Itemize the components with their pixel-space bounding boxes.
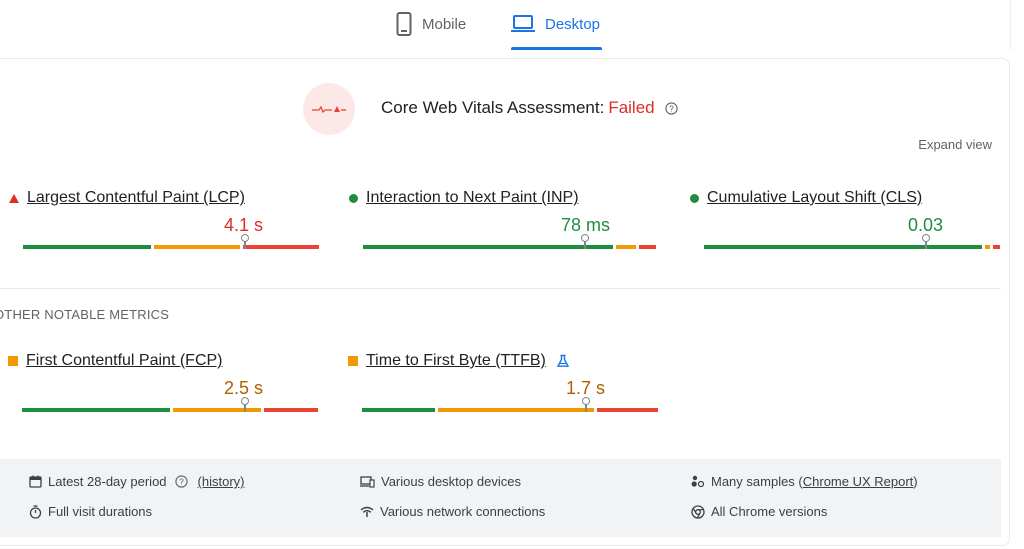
footer-period-label: Latest 28-day period <box>48 474 167 489</box>
metric-ttfb-marker <box>582 397 590 412</box>
tab-mobile[interactable]: Mobile <box>396 10 466 52</box>
other-metrics-heading: OTHER NOTABLE METRICS <box>0 307 170 322</box>
assessment-label: Core Web Vitals Assessment: <box>381 98 605 117</box>
card-edge <box>991 0 1011 50</box>
devices-icon <box>360 475 375 488</box>
poor-triangle-icon <box>9 193 19 203</box>
metric-cls-name[interactable]: Cumulative Layout Shift (CLS) <box>707 189 923 206</box>
assessment-failed-icon <box>303 83 355 135</box>
footer-versions-label: All Chrome versions <box>711 504 828 519</box>
footer-durations: Full visit durations <box>29 504 152 519</box>
chrome-icon <box>691 504 705 519</box>
metric-lcp-marker <box>241 234 249 249</box>
wifi-icon <box>360 506 374 517</box>
metric-inp-distribution-bar <box>363 245 659 249</box>
footer-devices: Various desktop devices <box>360 474 521 489</box>
metric-inp: Interaction to Next Paint (INP) 78 ms <box>349 189 656 249</box>
needs-improvement-square-icon <box>348 356 358 366</box>
metric-cls-distribution-bar <box>704 245 1000 249</box>
svg-text:?: ? <box>179 477 184 487</box>
svg-text:?: ? <box>669 103 674 113</box>
tab-desktop[interactable]: Desktop <box>511 10 600 52</box>
footer-samples: Many samples (Chrome UX Report) <box>691 474 918 489</box>
assessment-title: Core Web Vitals Assessment: Failed ? <box>381 98 678 118</box>
metric-cls-marker <box>922 234 930 249</box>
metric-inp-marker <box>581 234 589 249</box>
expand-view-button[interactable]: Expand view <box>918 137 992 152</box>
metric-fcp-marker <box>241 397 249 412</box>
device-tabs: Mobile Desktop <box>0 0 1024 52</box>
tab-desktop-label: Desktop <box>545 16 601 33</box>
laptop-icon <box>511 15 535 32</box>
lab-flask-icon[interactable] <box>556 354 570 368</box>
chrome-ux-report-link[interactable]: Chrome UX Report <box>802 474 914 489</box>
calendar-icon <box>29 475 42 488</box>
metric-fcp: First Contentful Paint (FCP) 2.5 s <box>8 352 318 412</box>
metric-fcp-name[interactable]: First Contentful Paint (FCP) <box>26 352 223 369</box>
footer-durations-label: Full visit durations <box>48 504 153 519</box>
metric-ttfb: Time to First Byte (TTFB) 1.7 s <box>348 352 658 412</box>
stopwatch-icon <box>29 504 42 519</box>
good-circle-icon <box>349 193 358 203</box>
data-source-footer <box>0 459 1001 537</box>
footer-samples-prefix: Many samples ( <box>711 474 803 489</box>
metric-lcp-name[interactable]: Largest Contentful Paint (LCP) <box>27 189 245 206</box>
metric-inp-name[interactable]: Interaction to Next Paint (INP) <box>366 189 579 206</box>
footer-samples-suffix: ) <box>913 474 918 489</box>
metric-ttfb-name[interactable]: Time to First Byte (TTFB) <box>366 352 546 369</box>
section-divider <box>0 288 1001 289</box>
metric-inp-value: 78 ms <box>561 215 611 235</box>
help-icon[interactable]: ? <box>664 101 678 115</box>
footer-versions: All Chrome versions <box>691 504 827 519</box>
mobile-phone-icon <box>396 12 412 36</box>
needs-improvement-square-icon <box>8 356 18 366</box>
metric-cls: Cumulative Layout Shift (CLS) 0.03 <box>690 189 1000 249</box>
assessment-status: Failed <box>608 98 655 117</box>
history-link[interactable]: (history) <box>197 474 245 489</box>
good-circle-icon <box>690 193 699 203</box>
help-icon[interactable]: ? <box>174 475 188 488</box>
footer-period: Latest 28-day period ? (history) <box>29 474 244 489</box>
footer-network-label: Various network connections <box>380 504 546 519</box>
samples-dots-icon <box>691 475 705 488</box>
footer-devices-label: Various desktop devices <box>381 474 521 489</box>
active-tab-indicator <box>511 47 602 50</box>
metric-lcp-distribution-bar <box>23 245 319 249</box>
tab-mobile-label: Mobile <box>422 16 467 33</box>
metric-lcp: Largest Contentful Paint (LCP) 4.1 s <box>9 189 319 249</box>
footer-network: Various network connections <box>360 504 545 519</box>
metric-fcp-distribution-bar <box>22 408 318 412</box>
metric-fcp-value: 2.5 s <box>224 378 264 398</box>
metric-ttfb-distribution-bar <box>362 408 658 412</box>
metric-lcp-value: 4.1 s <box>224 215 264 235</box>
metric-cls-value: 0.03 <box>908 215 944 235</box>
metric-ttfb-value: 1.7 s <box>566 378 606 398</box>
